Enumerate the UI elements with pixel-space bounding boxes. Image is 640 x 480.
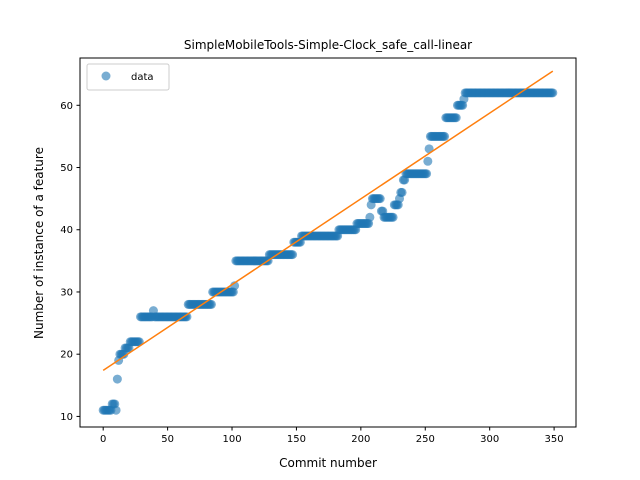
fit-line bbox=[102, 70, 554, 371]
y-tick-label: 40 bbox=[60, 225, 73, 236]
data-point bbox=[397, 187, 407, 197]
y-tick-label: 50 bbox=[60, 163, 73, 174]
x-tick-label: 250 bbox=[416, 434, 435, 445]
data-point bbox=[423, 156, 433, 166]
x-tick-label: 50 bbox=[161, 434, 174, 445]
data-point bbox=[365, 212, 375, 222]
data-point bbox=[375, 194, 385, 204]
legend: data bbox=[86, 63, 170, 91]
data-point bbox=[206, 299, 216, 309]
x-tick-label: 150 bbox=[287, 434, 306, 445]
data-point bbox=[182, 312, 192, 322]
data-point bbox=[288, 250, 298, 260]
data-point bbox=[548, 88, 558, 98]
y-tick-label: 60 bbox=[60, 101, 73, 112]
plot-area bbox=[98, 70, 558, 415]
x-tick-label: 350 bbox=[545, 434, 564, 445]
legend-label-data: data bbox=[131, 72, 154, 83]
x-tick-label: 100 bbox=[222, 434, 241, 445]
data-point bbox=[111, 405, 121, 415]
x-tick-label: 300 bbox=[480, 434, 499, 445]
axes: 0 50 100 150 200 250 300 350 10 20 30 40 50 60 bbox=[60, 57, 577, 445]
data-point bbox=[112, 374, 122, 384]
y-tick-label: 20 bbox=[60, 350, 73, 361]
x-tick-label: 200 bbox=[351, 434, 370, 445]
x-tick-label: 0 bbox=[100, 434, 106, 445]
legend-box bbox=[86, 63, 170, 91]
legend-marker-data bbox=[101, 71, 111, 81]
data-point bbox=[451, 113, 461, 123]
y-axis-label: Number of instance of a feature bbox=[32, 147, 46, 339]
y-tick-label: 10 bbox=[60, 412, 73, 423]
y-tick-label: 30 bbox=[60, 287, 73, 298]
axes-frame bbox=[79, 57, 577, 428]
data-point bbox=[440, 131, 450, 141]
chart-title: SimpleMobileTools-Simple-Clock_safe_call… bbox=[184, 38, 472, 52]
data-point bbox=[388, 212, 398, 222]
data-point bbox=[422, 169, 432, 179]
x-axis-label: Commit number bbox=[279, 456, 377, 470]
